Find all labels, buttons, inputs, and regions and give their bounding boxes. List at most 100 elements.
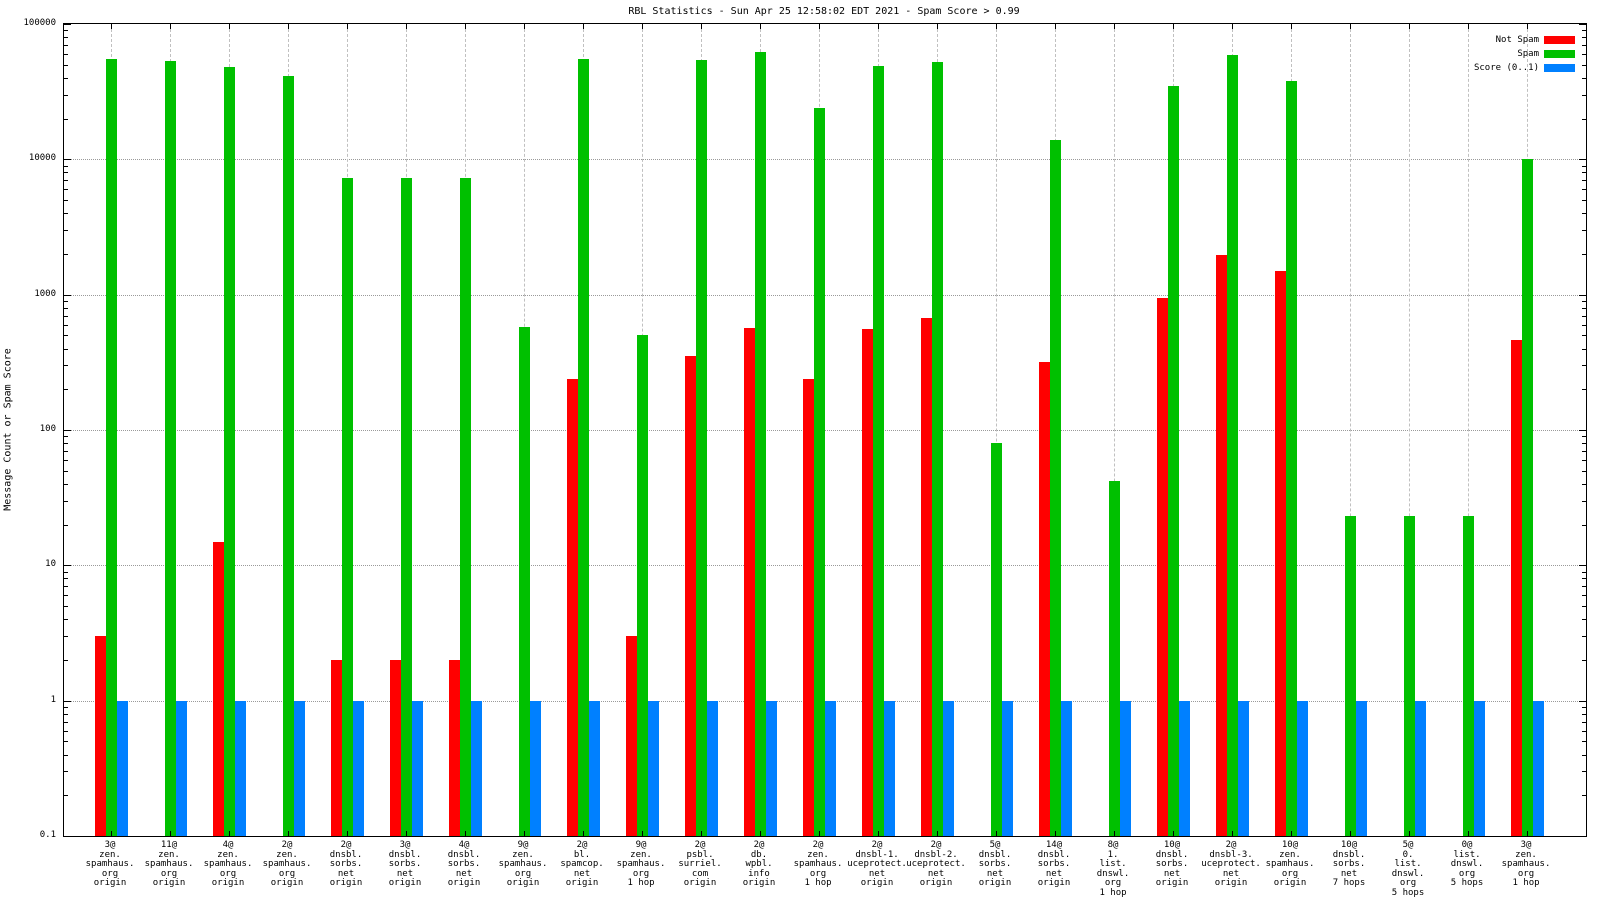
y-minor-tick-left [64,606,68,608]
bar-spam [341,177,353,836]
bar-spam [990,443,1002,836]
y-minor-tick-left [64,77,68,79]
x-category-label: 5@ dnsbl. sorbs. net origin [978,840,1012,888]
y-minor-tick-left [64,180,68,182]
plot-area: Not Spam Spam Score (0..1) [63,23,1587,837]
grid-line-horizontal [64,159,1586,161]
y-major-tick-right [1579,565,1586,567]
x-tick-top [819,24,820,29]
y-major-tick-right [1579,836,1586,837]
y-minor-tick-left [64,636,68,638]
x-tick-top [111,24,112,29]
x-category-label: 2@ dnsbl-3. uceprotect. net origin [1201,840,1261,888]
x-tick-bottom [937,831,938,836]
bar-score-0-1 [883,700,895,836]
bar-score-0-1 [1001,700,1013,836]
y-minor-tick-right [1582,54,1586,56]
y-minor-tick-left [64,436,68,438]
bar-score-0-1 [529,700,541,836]
x-category-label: 8@ 1. list. dnswl. org 1 hop [1096,840,1130,898]
bar-spam [1521,159,1533,836]
grid-line-vertical [1350,24,1351,836]
bar-spam [282,76,294,836]
bar-not-spam [94,636,106,836]
legend-swatch-spam [1544,50,1575,58]
y-minor-tick-right [1582,659,1586,661]
bar-score-0-1 [1119,700,1131,836]
y-major-tick-right [1579,700,1586,702]
x-tick-top [701,24,702,29]
bar-not-spam [625,636,637,836]
bar-spam [577,59,589,836]
y-minor-tick-right [1582,450,1586,452]
bar-spam [518,326,530,836]
y-minor-tick-left [64,586,68,588]
y-minor-tick-right [1582,200,1586,202]
grid-line-vertical [1468,24,1469,836]
y-minor-tick-left [64,713,68,715]
y-minor-tick-right [1582,64,1586,66]
y-minor-tick-right [1582,606,1586,608]
x-tick-top [229,24,230,29]
y-minor-tick-left [64,450,68,452]
y-minor-tick-left [64,189,68,191]
bar-score-0-1 [942,700,954,836]
y-minor-tick-left [64,94,68,96]
x-category-label: 3@ zen. spamhaus. org origin [85,840,135,888]
y-minor-tick-right [1582,483,1586,485]
bar-not-spam [1274,270,1286,836]
y-minor-tick-right [1582,44,1586,46]
y-tick-label: 100 [39,424,56,434]
chart-title: RBL Statistics - Sun Apr 25 12:58:02 EDT… [628,6,1020,17]
y-minor-tick-left [64,443,68,445]
y-minor-tick-right [1582,230,1586,232]
bar-spam [754,52,766,836]
bar-score-0-1 [411,700,423,836]
y-minor-tick-right [1582,754,1586,756]
x-tick-top [465,24,466,29]
bar-spam [223,67,235,836]
bar-score-0-1 [352,700,364,836]
bar-score-0-1 [1414,700,1426,836]
bar-not-spam [1510,340,1522,836]
y-minor-tick-left [64,795,68,797]
y-minor-tick-right [1582,172,1586,174]
bar-not-spam [212,541,224,836]
x-category-label: 2@ bl. spamcop. net origin [560,840,604,888]
x-tick-top [1527,24,1528,29]
bar-score-0-1 [765,700,777,836]
bar-spam [1167,85,1179,836]
bar-score-0-1 [293,700,305,836]
x-tick-top [524,24,525,29]
y-minor-tick-right [1582,460,1586,462]
x-tick-bottom [524,831,525,836]
y-minor-tick-right [1582,165,1586,167]
bar-score-0-1 [1060,700,1072,836]
y-minor-tick-right [1582,741,1586,743]
bar-score-0-1 [234,700,246,836]
grid-line-horizontal [64,294,1586,296]
y-minor-tick-left [64,200,68,202]
y-minor-tick-right [1582,795,1586,797]
bar-spam [695,60,707,836]
y-minor-tick-right [1582,389,1586,391]
y-minor-tick-left [64,365,68,367]
y-minor-tick-right [1582,335,1586,337]
legend-label: Not Spam [1495,35,1539,45]
bar-spam [931,62,943,836]
bar-not-spam [684,356,696,836]
x-tick-top [760,24,761,29]
bar-score-0-1 [1237,700,1249,836]
y-minor-tick-left [64,253,68,255]
y-minor-tick-left [64,524,68,526]
x-tick-top [1350,24,1351,29]
y-minor-tick-right [1582,771,1586,773]
bar-spam [872,65,884,836]
y-minor-tick-left [64,741,68,743]
bar-score-0-1 [175,700,187,836]
y-minor-tick-right [1582,571,1586,573]
y-major-tick-left [64,700,71,702]
y-minor-tick-left [64,771,68,773]
bar-score-0-1 [470,700,482,836]
